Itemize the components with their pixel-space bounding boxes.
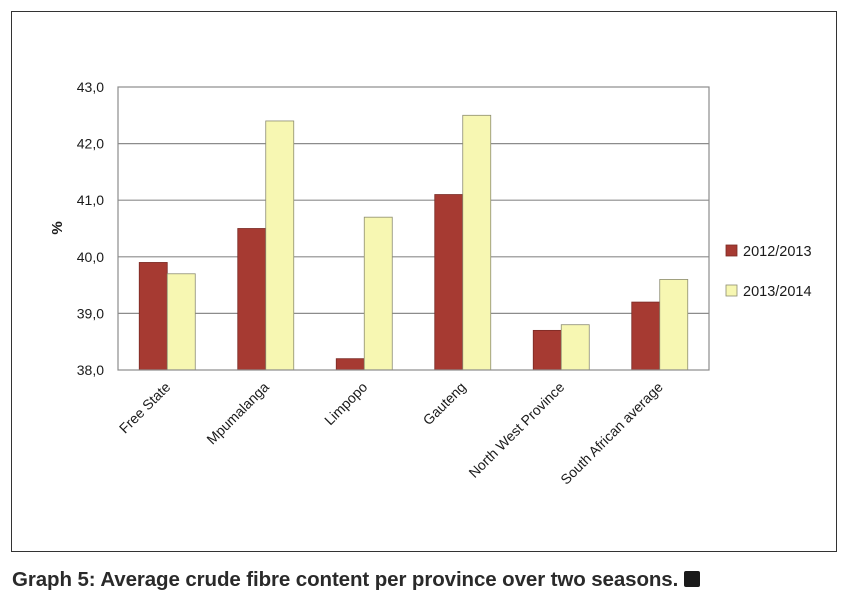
bar-chart: 38,0 39,0 40,0 41,0 42,0 43,0 Free State Mpuma… xyxy=(49,79,812,488)
legend-label: 2013/2014 xyxy=(743,284,812,300)
y-axis-label: % xyxy=(49,221,66,234)
x-tick-label: Gauteng xyxy=(420,379,469,428)
y-tick-label: 41,0 xyxy=(77,192,104,208)
bar-series-2 xyxy=(560,324,590,371)
gridlines xyxy=(118,143,709,314)
bar-series-2 xyxy=(166,273,196,371)
legend: 2012/2013 2013/2014 xyxy=(725,244,812,300)
x-tick-label: Free State xyxy=(116,379,174,437)
y-tick-label: 38,0 xyxy=(77,362,104,378)
y-tick-label: 39,0 xyxy=(77,305,104,321)
bar-series-1 xyxy=(237,228,267,371)
x-tick-label: Limpopo xyxy=(321,379,370,428)
y-tick-label: 42,0 xyxy=(77,136,104,152)
bar-series-2 xyxy=(659,279,689,371)
bar-series-2 xyxy=(265,120,295,371)
bar-series-2 xyxy=(462,114,492,371)
legend-swatch xyxy=(725,244,738,257)
legend-swatch xyxy=(725,284,738,297)
y-tick-label: 40,0 xyxy=(77,249,104,265)
y-tick-label: 43,0 xyxy=(77,79,104,95)
y-axis-ticks: 38,0 39,0 40,0 41,0 42,0 43,0 xyxy=(77,79,104,378)
bar-series-1 xyxy=(631,301,661,371)
bars xyxy=(138,114,689,371)
bar-series-1 xyxy=(138,262,168,371)
bar-series-1 xyxy=(532,329,562,371)
legend-label: 2012/2013 xyxy=(743,244,812,260)
x-tick-label: Mpumalanga xyxy=(203,379,272,448)
caption-text: Graph 5: Average crude fibre content per… xyxy=(12,568,679,591)
bar-series-2 xyxy=(363,216,393,371)
bar-series-1 xyxy=(335,358,365,371)
x-tick-label: South African average xyxy=(557,379,666,488)
bar-series-1 xyxy=(434,194,464,371)
figure-caption: Graph 5: Average crude fibre content per… xyxy=(12,568,701,592)
end-of-article-square-icon xyxy=(684,571,701,587)
x-axis-labels: Free State Mpumalanga Limpopo GautengNorth … xyxy=(116,379,666,488)
x-tick-label: North West Province xyxy=(465,379,567,481)
plot-area-border xyxy=(117,86,710,371)
